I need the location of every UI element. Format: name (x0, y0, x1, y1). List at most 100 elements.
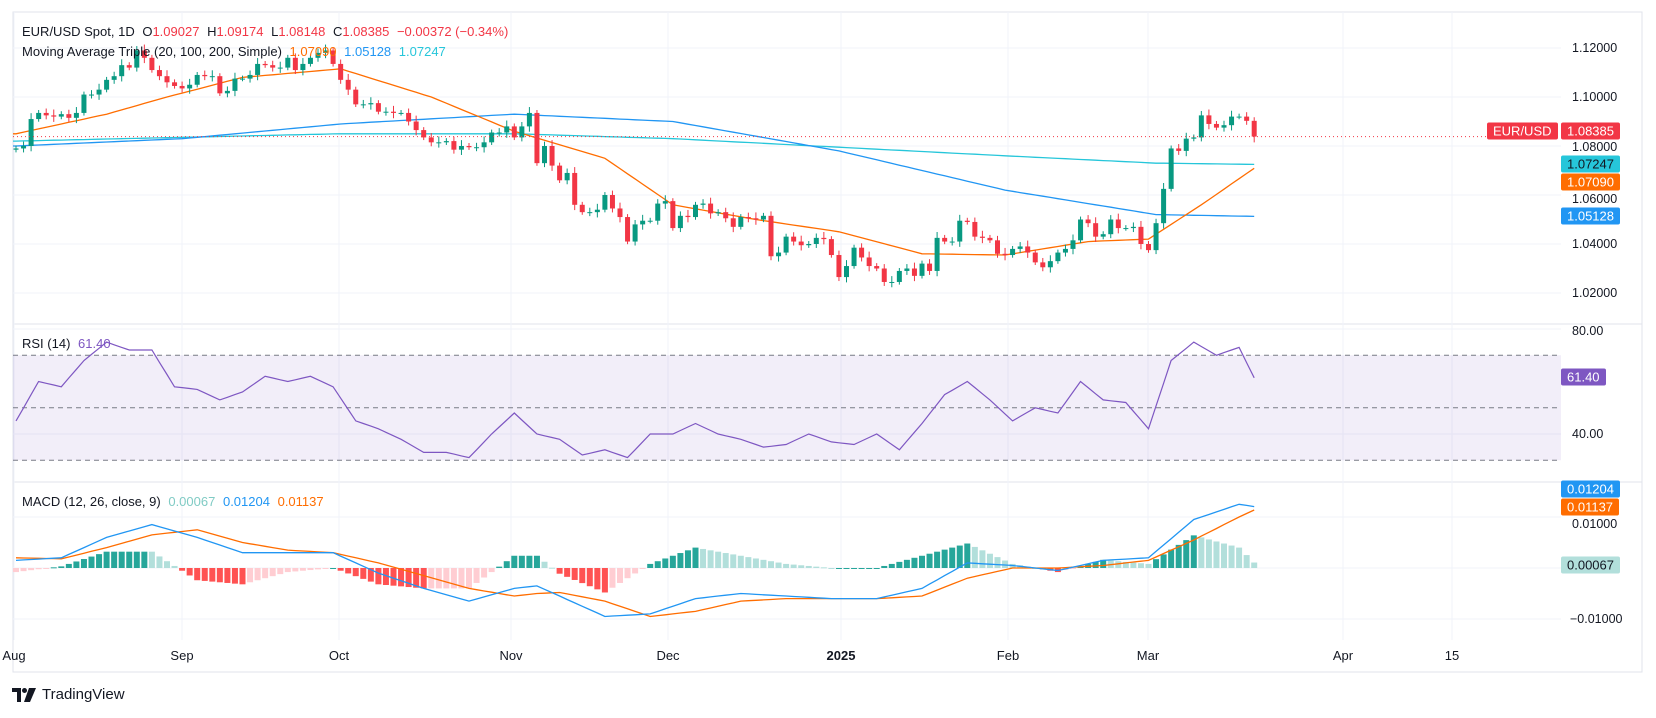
high-value: 1.09174 (216, 24, 264, 39)
candle-body (859, 247, 865, 258)
candle-body (285, 57, 291, 68)
close-label: C (332, 24, 343, 39)
macd-histogram-bar (971, 546, 978, 568)
macd-histogram-bar (224, 568, 231, 583)
macd-histogram-bar (760, 559, 767, 568)
macd-histogram-bar (299, 568, 306, 571)
candle-body (602, 195, 608, 210)
candle-body (141, 50, 147, 58)
macd-histogram-bar (511, 555, 518, 568)
macd-histogram-bar (518, 555, 525, 568)
candle-body (474, 147, 480, 149)
candle-body (564, 172, 570, 181)
macd-histogram-bar (1115, 561, 1122, 568)
macd-histogram-bar (639, 568, 646, 569)
time-tick: Feb (996, 648, 1020, 663)
macd-histogram-bar (594, 568, 601, 590)
candle-body (1138, 226, 1144, 244)
candle-body (383, 111, 389, 113)
macd-histogram-bar (473, 568, 480, 583)
candle-body (557, 165, 563, 181)
macd-legend[interactable]: MACD (12, 26, close, 9) 0.00067 0.01204 … (22, 494, 328, 509)
candle-body (1047, 261, 1053, 268)
macd-histogram-bar (662, 558, 669, 568)
rsi-legend[interactable]: RSI (14) 61.40 (22, 336, 115, 351)
macd-histogram-bar (571, 568, 578, 580)
candle-body (504, 126, 510, 133)
macd-histogram-bar (73, 561, 80, 568)
candle-body (881, 268, 887, 282)
macd-histogram-bar (737, 555, 744, 568)
macd-histogram-bar (835, 568, 842, 569)
macd-histogram-bar (1236, 547, 1243, 568)
candle-body (240, 78, 245, 80)
change-value: −0.00372 (−0.34%) (396, 24, 509, 39)
candle-body (1161, 188, 1167, 224)
macd-histogram-bar (654, 561, 661, 568)
candle-body (1085, 219, 1091, 224)
candle-body (406, 112, 412, 122)
candle-body (1191, 137, 1197, 139)
candle-body (338, 63, 344, 80)
macd-histogram-bar (1183, 540, 1190, 568)
candle-body (270, 65, 276, 68)
macd-histogram-bar (617, 568, 623, 583)
candle-body (730, 218, 736, 227)
candle-body (964, 220, 970, 222)
macd-histogram-bar (126, 551, 133, 568)
macd-histogram-bar (820, 567, 827, 569)
candle-body (119, 65, 125, 77)
candle-body (134, 50, 140, 68)
candle-body (1168, 148, 1174, 189)
candle-body (202, 74, 208, 77)
macd-histogram-bar (315, 568, 321, 570)
macd-histogram-bar (986, 553, 993, 568)
macd-histogram-bar (873, 568, 880, 569)
macd-histogram-bar (307, 568, 314, 571)
macd-histogram-bar (1251, 562, 1258, 568)
candle-body (1055, 252, 1061, 262)
candle-body (700, 203, 706, 205)
macd-histogram-bar (903, 559, 910, 568)
candle-body (1213, 123, 1219, 128)
candle-body (1229, 116, 1235, 126)
macd-histogram-bar (1122, 561, 1129, 568)
macd-histogram-bar (405, 568, 412, 588)
candle-body (821, 237, 827, 240)
candle-body (783, 236, 789, 253)
macd-histogram-bar (413, 568, 420, 588)
macd-histogram-bar (745, 557, 752, 568)
candle-body (428, 137, 434, 143)
macd-histogram-bar (58, 566, 65, 568)
low-value: 1.08148 (278, 24, 326, 39)
macd-histogram-bar (677, 553, 684, 568)
macd-histogram-bar (111, 551, 118, 568)
macd-histogram-bar (277, 568, 284, 575)
candle-body (625, 217, 631, 242)
macd-histogram-bar (843, 568, 850, 569)
macd-histogram-bar (1100, 559, 1107, 568)
candle-body (1130, 226, 1136, 229)
rsi-title: RSI (14) (22, 336, 71, 351)
ma-legend[interactable]: Moving Average Triple (20, 100, 200, Sim… (22, 44, 450, 59)
candle-body (96, 89, 102, 95)
macd-histogram-bar (1213, 541, 1220, 568)
macd-histogram-bar (798, 565, 805, 568)
time-tick: Oct (328, 648, 350, 663)
candle-body (874, 266, 880, 269)
candle-body (617, 208, 623, 218)
candle-body (187, 84, 193, 89)
candle-body (942, 237, 948, 242)
tradingview-brand[interactable]: TradingView (12, 686, 125, 703)
candle-body (753, 218, 759, 220)
macd-histogram-bar (1092, 561, 1099, 568)
macd-histogram-bar (949, 547, 956, 568)
macd-histogram-bar (828, 568, 835, 569)
macd-histogram-bar (730, 554, 737, 568)
candle-body (126, 65, 132, 68)
macd-histogram-bar (118, 551, 125, 568)
candle-body (66, 114, 72, 118)
candle-body (745, 217, 751, 219)
macd-histogram-bar (1198, 537, 1205, 568)
